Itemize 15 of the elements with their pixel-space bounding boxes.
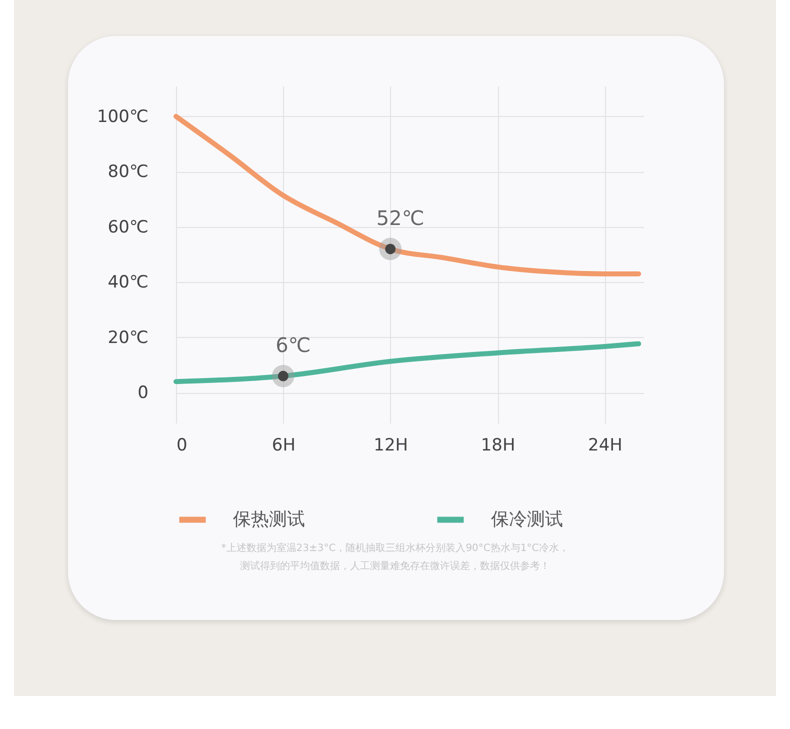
x-tick-label: 6H xyxy=(272,436,296,456)
y-tick-label: 40℃ xyxy=(108,272,148,293)
x-tick-label: 12H xyxy=(374,436,408,456)
y-tick-label: 0 xyxy=(138,383,148,404)
legend-label: 保热测试 xyxy=(233,508,305,530)
annotation: 52℃ xyxy=(376,206,424,230)
y-tick-label: 60℃ xyxy=(108,217,148,238)
legend-label: 保冷测试 xyxy=(491,508,563,530)
x-tick-label: 0 xyxy=(176,436,188,456)
annotation: 6℃ xyxy=(276,333,311,358)
y-tick-label: 100℃ xyxy=(96,106,148,127)
y-tick-label: 80℃ xyxy=(108,162,148,182)
x-tick-label: 18H xyxy=(480,436,516,456)
y-tick-label: 20℃ xyxy=(108,328,148,348)
x-tick-label: 24H xyxy=(588,436,622,456)
